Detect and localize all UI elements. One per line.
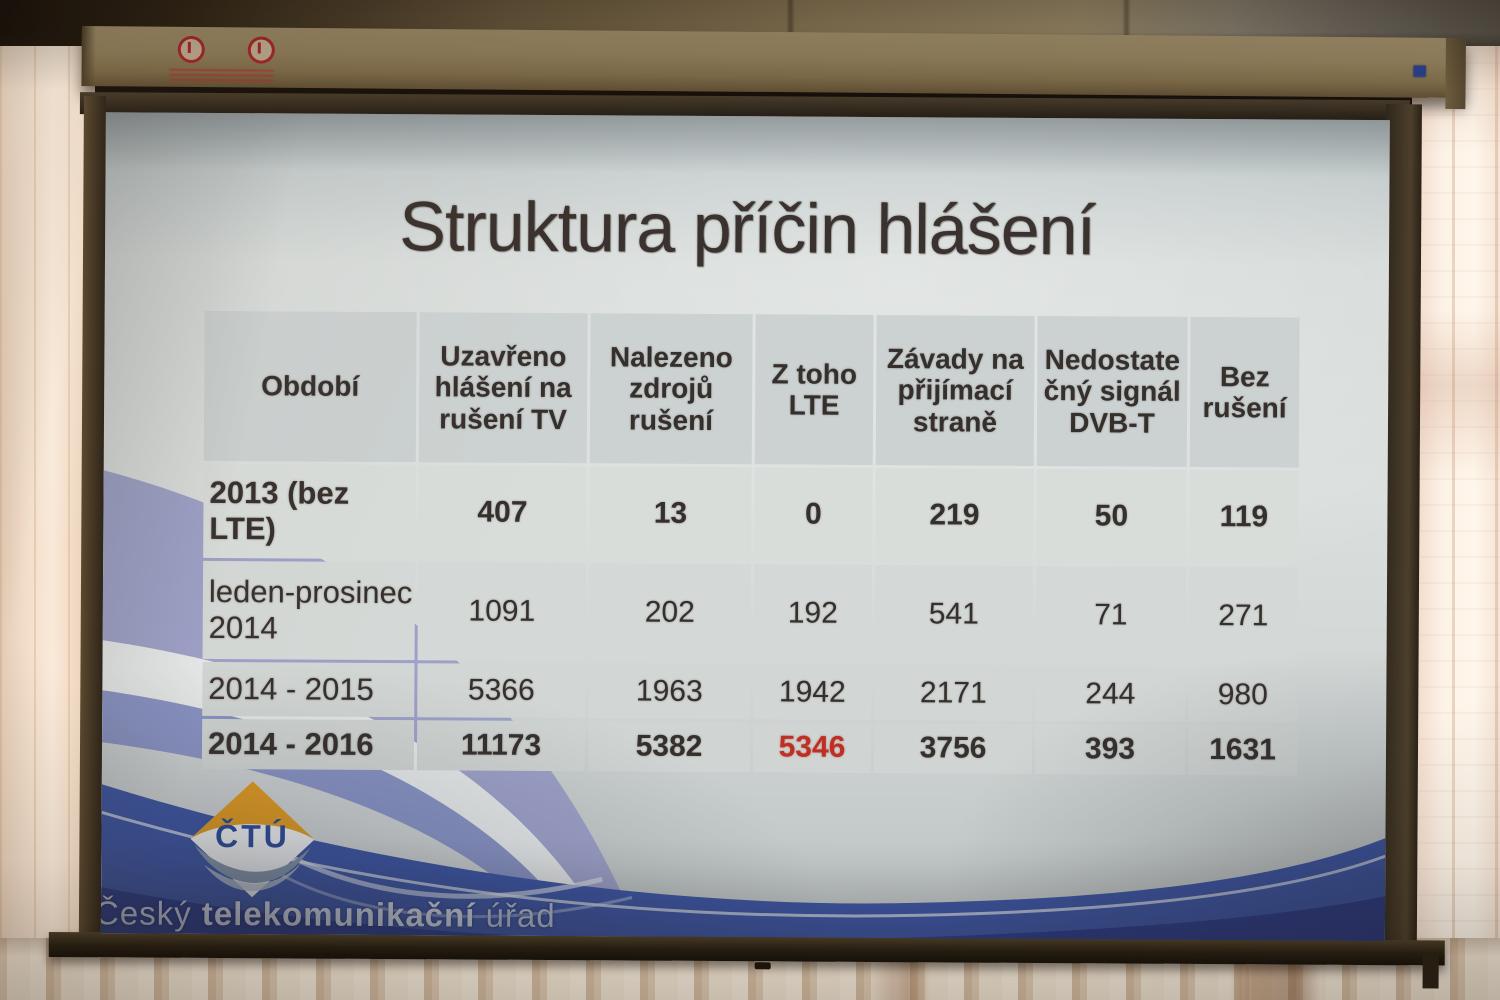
organization-name: Český telekomunikační úřad — [101, 894, 556, 935]
value-cell: 244 — [1035, 666, 1186, 722]
column-header: Bez rušení — [1189, 316, 1300, 468]
value-cell: 219 — [875, 467, 1034, 563]
logo-lower-swoosh-thin — [204, 861, 303, 891]
logo-text: ČTÚ — [215, 818, 290, 854]
value-cell: 5366 — [417, 663, 586, 719]
value-cell: 2171 — [874, 665, 1033, 721]
row-label: leden-prosinec 2014 — [202, 560, 416, 661]
value-cell: 407 — [418, 465, 587, 561]
org-name-bold: telekomunikační — [201, 894, 476, 934]
projection-screen: ČTÚ Struktura příčin hlášení Období Uzav… — [48, 92, 1445, 989]
value-cell: 192 — [753, 564, 873, 663]
screen-pull-tab — [754, 962, 771, 970]
value-cell: 11173 — [416, 720, 586, 772]
warning-sticker-icon — [177, 35, 205, 64]
wave-navy — [100, 887, 1386, 942]
logo-swoosh-tail — [281, 874, 633, 919]
presentation-slide: ČTÚ Struktura příčin hlášení Období Uzav… — [100, 112, 1390, 942]
screen-rail-end-cap — [1422, 952, 1439, 989]
value-cell: 393 — [1034, 723, 1186, 775]
row-label: 2013 (bez LTE) — [203, 463, 416, 560]
logo-swoosh-tail — [291, 855, 603, 899]
logo-lower-swoosh — [194, 844, 311, 883]
org-name-regular: Český — [100, 894, 192, 932]
causes-table: Období Uzavřeno hlášení na rušení TV Nal… — [201, 310, 1300, 776]
value-cell: 50 — [1036, 468, 1187, 564]
value-cell: 541 — [874, 564, 1034, 664]
value-cell: 13 — [589, 466, 752, 562]
value-cell: 980 — [1188, 667, 1298, 723]
window-blind-left — [0, 20, 95, 1000]
housing-brand-tag — [1413, 65, 1426, 77]
column-header: Uzavřeno hlášení na rušení TV — [418, 312, 588, 464]
column-header: Nedostatečný signál DVB-T — [1036, 315, 1188, 467]
window-blind-right — [1412, 40, 1500, 1000]
row-label: 2014 - 2015 — [202, 661, 415, 718]
column-header: Období — [203, 310, 417, 463]
warning-sticker-icon — [247, 36, 275, 64]
warning-sticker-text-lines — [169, 68, 274, 83]
value-cell: 202 — [588, 563, 752, 663]
org-name-light: úřad — [485, 896, 556, 935]
row-label: 2014 - 2016 — [201, 718, 415, 771]
value-cell: 1942 — [753, 665, 872, 720]
column-header: Z toho LTE — [754, 314, 874, 465]
slide-title: Struktura příčin hlášení — [399, 187, 1096, 270]
value-cell: 1963 — [588, 664, 751, 720]
column-header: Nalezeno zdrojů rušení — [589, 313, 753, 465]
value-cell: 1631 — [1187, 724, 1298, 776]
wave-highlight-line — [101, 810, 1386, 918]
value-cell: 3756 — [873, 722, 1033, 774]
value-cell: 271 — [1188, 566, 1299, 666]
logo-orange-peak — [190, 781, 315, 840]
value-cell: 71 — [1035, 565, 1187, 665]
value-cell: 0 — [754, 467, 873, 562]
value-cell: 119 — [1189, 469, 1299, 565]
value-cell: 5382 — [587, 721, 751, 773]
value-cell-highlighted: 5346 — [752, 722, 872, 773]
column-header: Závady na přijímací straně — [875, 314, 1035, 466]
projector-screen-housing — [81, 26, 1466, 99]
ctu-logo: ČTÚ — [190, 781, 633, 919]
wave-royal-blue — [100, 784, 1386, 942]
value-cell: 1091 — [417, 562, 587, 662]
